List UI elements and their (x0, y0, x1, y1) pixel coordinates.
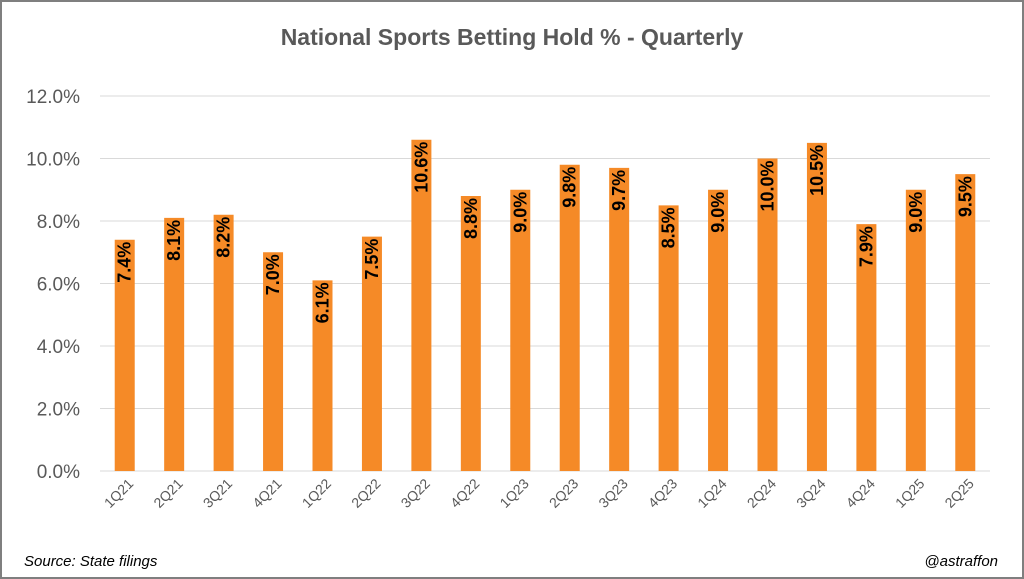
bar (955, 174, 976, 471)
bar (708, 189, 729, 471)
bar (856, 224, 877, 471)
author-credit: @astraffon (924, 553, 998, 570)
y-tick-label: 12.0% (26, 87, 80, 108)
bar (411, 139, 432, 471)
x-tick-label: 2Q25 (941, 475, 977, 511)
data-label: 6.1% (313, 282, 333, 323)
x-tick-label: 3Q23 (595, 475, 631, 511)
bar (806, 142, 827, 471)
y-tick-label: 8.0% (37, 212, 80, 233)
data-label: 10.5% (807, 145, 827, 196)
y-tick-label: 10.0% (26, 150, 80, 171)
x-tick-label: 1Q22 (299, 475, 335, 511)
data-label: 9.8% (560, 167, 580, 208)
data-label: 9.0% (708, 192, 728, 233)
x-tick-label: 3Q22 (398, 475, 434, 511)
x-tick-label: 4Q22 (447, 475, 483, 511)
data-label: 9.0% (510, 192, 530, 233)
bar (609, 167, 630, 471)
data-label: 7.4% (115, 242, 135, 283)
x-tick-label: 1Q21 (101, 475, 137, 511)
bar (460, 196, 481, 471)
data-label: 7.0% (263, 254, 283, 295)
y-tick-label: 6.0% (37, 275, 80, 296)
y-tick-label: 2.0% (37, 400, 80, 421)
bar (559, 164, 580, 471)
data-label: 10.6% (411, 142, 431, 193)
data-label: 8.2% (214, 217, 234, 258)
data-label: 8.5% (659, 207, 679, 248)
bar (164, 217, 185, 471)
bar (312, 280, 333, 471)
x-tick-label: 4Q23 (645, 475, 681, 511)
x-tick-label: 2Q21 (150, 475, 186, 511)
y-tick-label: 4.0% (37, 337, 80, 358)
data-label: 7.9% (856, 226, 876, 267)
x-tick-label: 2Q22 (348, 475, 384, 511)
x-tick-label: 3Q21 (200, 475, 236, 511)
bar (510, 189, 531, 471)
y-tick-label: 0.0% (37, 462, 80, 483)
chart-title: National Sports Betting Hold % - Quarter… (280, 24, 744, 50)
x-tick-label: 2Q23 (546, 475, 582, 511)
source-note: Source: State filings (24, 553, 158, 570)
bar (757, 158, 778, 471)
bar (114, 239, 135, 471)
x-tick-label: 4Q24 (843, 475, 879, 511)
bar (263, 252, 284, 471)
x-tick-label: 1Q24 (694, 475, 730, 511)
x-tick-label: 2Q24 (744, 475, 780, 511)
bar (213, 214, 234, 471)
data-label: 7.5% (362, 239, 382, 280)
data-label: 9.0% (906, 192, 926, 233)
x-tick-label: 1Q23 (496, 475, 532, 511)
x-tick-label: 3Q24 (793, 475, 829, 511)
data-label: 9.7% (609, 170, 629, 211)
bar (361, 236, 382, 471)
data-label: 10.0% (758, 161, 778, 212)
x-tick-label: 1Q25 (892, 475, 928, 511)
data-label: 9.5% (955, 176, 975, 217)
bar (658, 205, 679, 471)
data-label: 8.1% (164, 220, 184, 261)
bar (905, 189, 926, 471)
x-tick-label: 4Q21 (249, 475, 285, 511)
data-label: 8.8% (461, 198, 481, 239)
